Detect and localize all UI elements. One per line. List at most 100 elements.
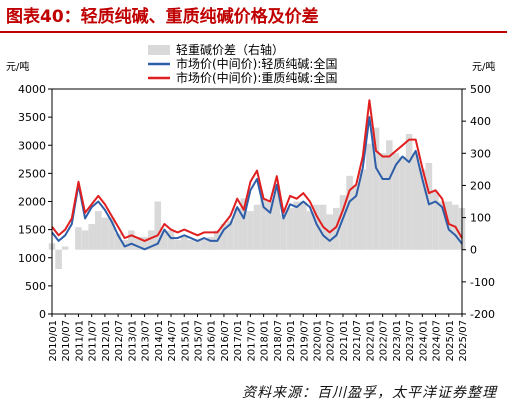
x-tick-label: 2023/01 <box>392 320 403 362</box>
legend-label: 市场价(中间价):重质纯碱:全国 <box>176 70 337 85</box>
x-tick-label: 2013/07 <box>141 320 152 362</box>
area-bar <box>233 207 241 250</box>
right-tick-label: 500 <box>470 83 491 96</box>
area-bar <box>366 143 373 250</box>
right-tick-label: 200 <box>470 179 491 192</box>
area-bar <box>346 175 353 250</box>
title-divider <box>0 31 507 33</box>
x-tick-label: 2012/07 <box>114 320 125 362</box>
left-tick-label: 3500 <box>18 111 46 124</box>
area-bar <box>359 169 367 250</box>
area-bar <box>280 214 287 250</box>
x-tick-label: 2016/07 <box>220 320 231 362</box>
left-tick-label: 0 <box>39 308 46 321</box>
x-tick-label: 2022/01 <box>365 320 376 362</box>
x-tick-label: 2014/01 <box>154 320 165 362</box>
right-tick-label: 0 <box>470 244 477 257</box>
legend-swatch-area <box>148 45 170 55</box>
right-tick-label: -100 <box>470 276 495 289</box>
area-bar <box>154 201 162 250</box>
area-bar <box>187 240 195 250</box>
left-tick-label: 2000 <box>18 196 46 209</box>
x-tick-label: 2016/01 <box>207 320 218 362</box>
area-bar <box>266 201 274 250</box>
area-bar <box>81 230 89 250</box>
source-note: 资料来源：百川盈孚，太平洋证券整理 <box>242 385 497 401</box>
x-tick-label: 2017/07 <box>246 320 257 362</box>
legend-label: 轻重碱价差（右轴） <box>176 42 284 57</box>
x-tick-label: 2014/07 <box>167 320 178 362</box>
area-bar <box>293 201 300 250</box>
area-bar <box>114 233 122 250</box>
area-bar <box>405 134 413 250</box>
x-tick-label: 2011/07 <box>88 320 99 362</box>
area-bar <box>200 240 208 250</box>
area-bar <box>412 153 419 250</box>
area-bar <box>333 207 340 250</box>
x-tick-label: 2022/07 <box>379 320 390 362</box>
area-bar <box>207 236 214 250</box>
area-bar <box>419 169 426 250</box>
area-bar <box>438 201 446 250</box>
area-bar <box>181 236 188 250</box>
series-line-heavy-soda <box>51 99 463 242</box>
area-bar <box>300 201 307 250</box>
x-tick-label: 2021/07 <box>352 320 363 362</box>
x-tick-label: 2019/07 <box>299 320 310 362</box>
left-tick-label: 2500 <box>18 167 46 180</box>
right-tick-label: 400 <box>470 115 491 128</box>
left-tick-label: 1000 <box>18 252 46 265</box>
area-bar <box>75 227 82 250</box>
area-bar <box>379 153 386 250</box>
left-tick-label: 500 <box>25 280 46 293</box>
x-tick-label: 2018/07 <box>273 320 284 362</box>
area-bar <box>194 240 201 250</box>
x-tick-label: 2010/07 <box>61 320 72 362</box>
right-tick-label: 300 <box>470 147 491 160</box>
area-bar <box>101 217 109 250</box>
x-tick-label: 2020/01 <box>313 320 324 362</box>
area-bar <box>386 140 393 250</box>
right-tick-label: -200 <box>470 308 495 321</box>
area-bar <box>220 224 228 250</box>
area-bar <box>306 211 314 250</box>
area-bar <box>399 156 406 250</box>
x-tick-label: 2015/07 <box>193 320 204 362</box>
right-tick-label: 100 <box>470 212 491 225</box>
area-bar <box>352 185 360 250</box>
legend-label: 市场价(中间价):轻质纯碱:全国 <box>176 56 337 71</box>
series-line-light-soda <box>51 116 463 251</box>
area-bar <box>227 220 234 250</box>
area-bar <box>425 162 433 250</box>
x-tick-label: 2023/07 <box>405 320 416 362</box>
x-tick-label: 2013/01 <box>127 320 138 362</box>
x-tick-label: 2017/01 <box>233 320 244 362</box>
area-bar <box>253 204 261 250</box>
left-tick-label: 4000 <box>18 83 46 96</box>
area-bar <box>273 185 281 250</box>
line-layer <box>51 99 463 251</box>
x-tick-label: 2025/01 <box>445 320 456 362</box>
x-tick-label: 2025/07 <box>458 320 469 362</box>
x-tick-label: 2020/07 <box>326 320 337 362</box>
x-tick-label: 2015/01 <box>180 320 191 362</box>
area-bar <box>339 195 347 250</box>
area-bar <box>95 211 102 250</box>
area-bar <box>128 230 135 250</box>
chart-svg: 05001000150020002500300035004000-200-100… <box>6 42 495 362</box>
area-bar <box>161 230 168 250</box>
axes-layer: 05001000150020002500300035004000-200-100… <box>6 60 495 362</box>
legend-layer: 轻重碱价差（右轴）市场价(中间价):轻质纯碱:全国市场价(中间价):重质纯碱:全… <box>148 42 337 85</box>
area-bar <box>88 224 95 250</box>
area-bar <box>286 207 294 250</box>
x-tick-label: 2019/01 <box>286 320 297 362</box>
right-axis-unit: 元/吨 <box>472 60 495 73</box>
area-bar <box>240 198 248 250</box>
area-bar <box>167 230 175 250</box>
area-bar <box>147 230 155 250</box>
x-tick-label: 2010/01 <box>48 320 59 362</box>
x-tick-label: 2012/01 <box>101 320 112 362</box>
area-bar <box>432 191 439 250</box>
left-tick-label: 3000 <box>18 139 46 152</box>
area-layer <box>48 127 466 269</box>
